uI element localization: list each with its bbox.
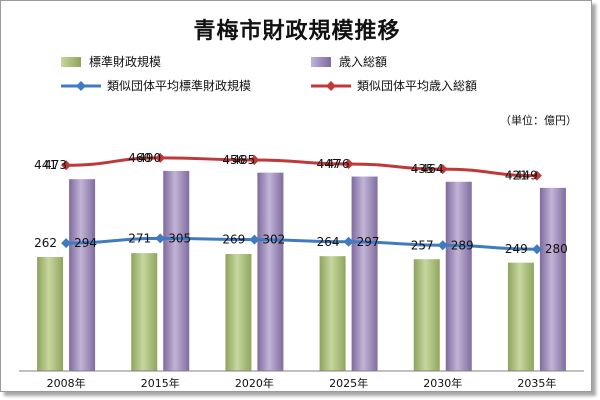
line-1-marker — [155, 233, 166, 244]
data-label-line2: 490 — [138, 151, 161, 165]
chart-title: 青梅市財政規模推移 — [193, 19, 401, 44]
legend-item-standard-fiscal-size: 標準財政規模 — [61, 53, 161, 70]
line-2-marker — [343, 158, 354, 169]
line-2-marker — [437, 164, 448, 175]
legend-line-key-2 — [311, 80, 351, 91]
bar-1-1 — [131, 253, 158, 371]
bar-2-4 — [445, 181, 472, 371]
legend-line-key-1 — [61, 80, 101, 91]
bar-1-5 — [507, 262, 534, 371]
data-label-line2: 485 — [232, 153, 255, 167]
data-label-line1: 302 — [262, 233, 285, 247]
line-2-marker — [531, 170, 542, 181]
x-tick-label: 2020年 — [235, 376, 274, 390]
x-tick-label: 2008年 — [47, 376, 86, 390]
data-label-line1: 305 — [168, 231, 191, 245]
data-label-line2: 449 — [515, 169, 538, 183]
legend-item-total-revenue: 歳入総額 — [311, 53, 387, 70]
data-label-line2: 473 — [44, 158, 67, 172]
line-1-marker — [437, 240, 448, 251]
line-2-marker — [155, 152, 166, 163]
series-line-1 — [66, 236, 537, 251]
line-2-marker — [249, 155, 260, 166]
data-label-line2: 476 — [327, 157, 350, 171]
data-label-bar2: 435 — [411, 162, 434, 176]
data-label-line1: 280 — [545, 242, 568, 256]
data-label-line1: 297 — [357, 235, 380, 249]
data-label-bar1: 271 — [128, 231, 151, 245]
bar-2-1 — [163, 170, 190, 371]
data-label-bar1: 269 — [222, 233, 245, 247]
x-tick-label: 2030年 — [423, 376, 462, 390]
data-label-bar2: 460 — [128, 151, 151, 165]
data-label-bar1: 257 — [411, 238, 434, 252]
line-2-marker — [61, 160, 72, 171]
legend-item-similar-revenue: 類似団体平均歳入総額 — [311, 77, 477, 94]
x-tick-label: 2025年 — [329, 376, 368, 390]
data-label-bar1: 264 — [317, 235, 340, 249]
legend-swatch-bar2 — [311, 56, 331, 67]
bar-2-3 — [351, 176, 378, 371]
data-label-bar1: 249 — [505, 242, 528, 256]
data-label-bar2: 456 — [222, 153, 245, 167]
legend-swatch-bar1 — [61, 56, 81, 67]
legend-label-line1: 類似団体平均標準財政規模 — [107, 79, 252, 93]
chart-frame: 青梅市財政規模推移 標準財政規模 歳入総額 類似団体平均標準財政規模 類似団体平… — [0, 0, 592, 392]
legend-label-bar1: 標準財政規模 — [89, 55, 162, 69]
legend-label-bar2: 歳入総額 — [339, 55, 388, 69]
unit-label: （単位：億円） — [500, 114, 577, 127]
bar-2-0 — [69, 179, 96, 371]
bar-1-0 — [37, 257, 64, 371]
x-tick-label: 2035年 — [517, 376, 556, 390]
series-line-2 — [66, 156, 537, 178]
line-1-marker — [343, 236, 354, 247]
data-label-bar2: 441 — [34, 158, 57, 172]
bar-1-2 — [225, 253, 252, 371]
data-label-line2: 464 — [421, 162, 444, 176]
x-tick-label: 2015年 — [141, 376, 180, 390]
data-label-bar2: 421 — [505, 169, 528, 183]
line-1-marker — [249, 234, 260, 245]
bar-2-5 — [539, 187, 566, 371]
legend-label-line2: 類似団体平均歳入総額 — [357, 79, 478, 93]
bar-2-2 — [257, 172, 284, 371]
data-label-bar2: 447 — [317, 157, 340, 171]
line-1-marker — [531, 244, 542, 255]
bar-1-4 — [413, 259, 440, 371]
data-label-line1: 294 — [74, 236, 97, 250]
line-1-marker — [61, 238, 72, 249]
legend-item-similar-standard: 類似団体平均標準財政規模 — [61, 77, 251, 94]
data-label-bar1: 262 — [34, 236, 57, 250]
bar-1-3 — [319, 256, 346, 371]
data-label-line1: 289 — [451, 238, 474, 252]
